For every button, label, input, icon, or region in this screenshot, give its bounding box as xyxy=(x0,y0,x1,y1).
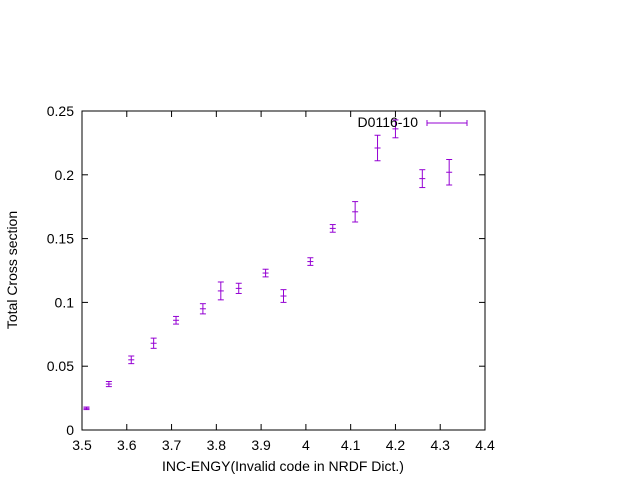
legend-label: D0116-10 xyxy=(358,114,419,130)
y-tick-label: 0.1 xyxy=(55,294,75,310)
data-point xyxy=(419,169,426,189)
x-tick-label: 3.6 xyxy=(117,437,137,453)
x-tick-label: 4.1 xyxy=(341,437,361,453)
y-tick-label: 0.15 xyxy=(47,231,74,247)
plot-frame xyxy=(81,110,486,431)
data-point xyxy=(446,158,453,186)
data-point xyxy=(128,355,135,365)
x-tick-label: 4.2 xyxy=(386,437,406,453)
x-tick-label: 4.3 xyxy=(430,437,450,453)
data-point xyxy=(352,201,359,223)
data-point xyxy=(280,289,287,303)
data-point xyxy=(262,268,269,278)
legend: D0116-10 xyxy=(358,114,468,130)
data-point xyxy=(374,134,381,162)
data-point xyxy=(307,257,314,266)
y-tick-label: 0.25 xyxy=(47,103,74,119)
data-point xyxy=(329,224,336,233)
axis-ticks xyxy=(81,110,486,431)
x-tick-label: 3.9 xyxy=(251,437,271,453)
data-point xyxy=(105,381,112,388)
data-point xyxy=(150,337,157,349)
axis-tick-labels: 3.5 3.6 3.7 3.8 3.9 4 4.1 4.2 4.3 4.4 0 0.05 0.1 0.15… xyxy=(47,103,495,453)
data-point xyxy=(83,406,90,411)
x-tick-label: 3.5 xyxy=(72,437,92,453)
y-tick-label: 0 xyxy=(66,422,74,438)
data-point xyxy=(392,119,399,139)
y-axis-title: Total Cross section xyxy=(4,211,20,329)
data-points xyxy=(83,119,453,411)
y-tick-label: 0.05 xyxy=(47,358,74,374)
data-point xyxy=(235,282,242,294)
x-tick-label: 3.8 xyxy=(207,437,227,453)
x-tick-label: 4 xyxy=(302,437,310,453)
x-axis-title: INC-ENGY(Invalid code in NRDF Dict.) xyxy=(162,458,404,474)
y-tick-label: 0.2 xyxy=(55,167,75,183)
x-tick-label: 4.4 xyxy=(475,437,495,453)
legend-error-bar-sample xyxy=(426,120,468,126)
data-point xyxy=(199,303,206,315)
data-point xyxy=(217,281,224,301)
data-point xyxy=(173,315,180,325)
x-tick-label: 3.7 xyxy=(162,437,182,453)
